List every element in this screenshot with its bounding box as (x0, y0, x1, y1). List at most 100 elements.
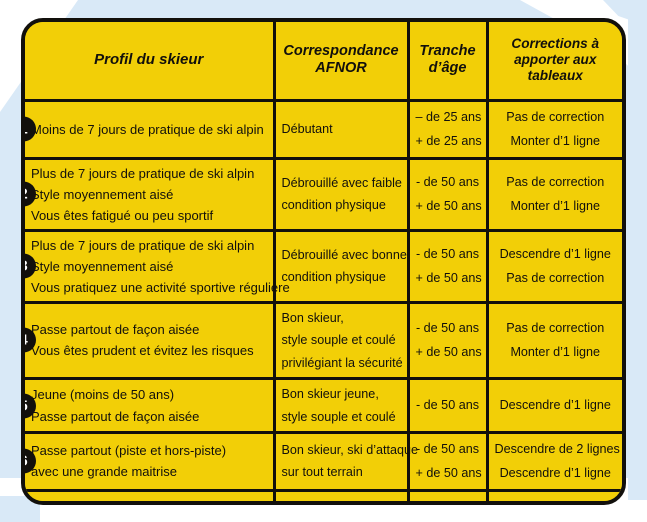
profil-line: Vous êtes fatigué ou peu sportif (31, 207, 214, 223)
profil-line: Vous pratiquez une activité sportive rég… (31, 279, 290, 295)
header-corrections: Corrections à apporter aux tableaux (487, 22, 622, 102)
tranche-line: + de 50 ans (415, 466, 482, 481)
tranche-line: + de 25 ans (415, 134, 482, 149)
profil-line: Plus de 7 jours de pratique de ski alpin (31, 165, 255, 181)
profil-line: Plus de 7 jours de pratique de ski alpin (31, 237, 255, 253)
table-row: 1Moins de 7 jours de pratique de ski alp… (25, 100, 622, 160)
afnor-line: style souple et coulé (281, 333, 396, 348)
tranche-line: + de 50 ans (415, 271, 482, 286)
cell-corrections: Descendre de 2 lignes Descendre d’1 ligne (487, 432, 622, 493)
header-profil: Profil du skieur (25, 22, 276, 102)
cell-corrections: Descendre d’1 ligne (487, 378, 622, 434)
profil-line: Passe partout de façon aisée (31, 322, 200, 338)
cell-profil: 7Excellent niveau, très à l’aise,éventue… (25, 490, 276, 502)
cell-tranche: - de 50 ans + de 50 ans (408, 158, 489, 232)
row-number-badge: 5 (25, 393, 36, 418)
tranche-line: – de 25 ans (415, 109, 482, 124)
corrections-line: Descendre de 2 lignes (494, 441, 620, 456)
table-header: Profil du skieur Correspondance AFNOR Tr… (25, 22, 622, 102)
afnor-line: Débrouillé avec bonne (281, 247, 407, 262)
afnor-line: condition physique (281, 198, 386, 213)
tranche-line: + de 50 ans (415, 199, 482, 214)
tranche-line: - de 50 ans (415, 246, 479, 261)
corrections-line: Monter d’1 ligne (510, 134, 601, 149)
corrections-line: Descendre d’1 ligne (499, 246, 611, 261)
table: Profil du skieur Correspondance AFNOR Tr… (25, 22, 622, 502)
cell-afnor: Bon skieur, style souple et coulé privilég… (274, 302, 410, 381)
cell-afnor: Très fort skieur,sur terrains engagés (274, 490, 410, 501)
row-number-badge: 2 (25, 181, 36, 207)
table-body: 1Moins de 7 jours de pratique de ski alp… (25, 100, 622, 502)
profil-text: Moins de 7 jours de pratique de ski alpi… (31, 119, 267, 140)
cell-afnor: Débrouillé avec bonne condition physique (274, 230, 410, 304)
row-number-badge: 4 (25, 327, 36, 353)
header-corrections-line-2: aux tableaux (527, 52, 597, 84)
cell-profil: 6Passe partout (piste et hors-piste) avec… (25, 432, 276, 493)
cell-tranche: - de 50 ans + de 50 ans (408, 302, 489, 381)
cell-profil: 5Jeune (moins de 50 ans) Passe partout de… (25, 378, 276, 434)
row-number-badge: 6 (25, 448, 36, 474)
header-afnor-line-1: Correspondance (283, 43, 399, 60)
bg-corner-bottom-left (0, 496, 40, 522)
cell-afnor: Débutant (274, 100, 410, 160)
corrections-line: Pas de correction (506, 271, 605, 286)
cell-profil: 1Moins de 7 jours de pratique de ski alp… (25, 100, 276, 160)
cell-profil: 2Plus de 7 jours de pratique de ski alpi… (25, 158, 276, 232)
profil-line: avec une grande maitrise (31, 464, 177, 480)
cell-tranche: - de 50 ans (408, 378, 489, 434)
corrections-line: Descendre de 3 lignes (495, 495, 620, 501)
afnor-line: Débutant (281, 121, 333, 136)
table-row: 6Passe partout (piste et hors-piste) avec… (25, 432, 622, 493)
row-number-badge: 1 (25, 116, 36, 142)
tranche-line: - de 50 ans (415, 441, 479, 456)
cell-afnor: Bon skieur, ski d’attaque sur tout terrai… (274, 432, 418, 493)
tranche-line: - de 50 ans (415, 398, 479, 413)
corrections-line: Pas de correction (506, 109, 605, 124)
corrections-line: Descendre d’1 ligne (499, 466, 611, 481)
corrections-line: Pas de correction (506, 320, 605, 335)
header-afnor-line-2: AFNOR (315, 60, 367, 77)
afnor-line: Bon skieur jeune, (281, 387, 379, 402)
afnor-line: style souple et coulé (281, 409, 396, 424)
profil-line: Style moyennement aisé (31, 186, 174, 202)
header-tranche-line-1: Tranche (419, 43, 476, 60)
cell-profil: 3Plus de 7 jours de pratique de ski alpi… (25, 230, 290, 304)
table-row: 4Passe partout de façon aisée Vous êtes p… (25, 302, 622, 381)
profil-line: Jeune (moins de 50 ans) (31, 387, 175, 403)
header-tranche: Tranche d’âge (408, 22, 489, 102)
header-tranche-line-2: d’âge (428, 60, 467, 77)
profil-text: Plus de 7 jours de pratique de ski alpin… (31, 163, 267, 226)
profil-line: Passe partout de façon aisée (31, 408, 200, 424)
header-profil-line-1: Profil du skieur (94, 51, 204, 69)
afnor-line: sur tout terrain (281, 465, 363, 480)
cell-afnor: Débrouillé avec faible condition physique (274, 158, 410, 232)
profil-line: Passe partout (piste et hors-piste) (31, 443, 227, 459)
tranche-line: + de 50 ans (415, 345, 482, 360)
afnor-line: Débrouillé avec faible (281, 175, 402, 190)
cell-corrections: Descendre d’1 ligne Pas de correction (487, 230, 622, 304)
cell-tranche: - de 50 ans + de 50 ans (408, 432, 489, 493)
tranche-line: - de 50 ans (415, 174, 479, 189)
profil-line: Vous êtes prudent et évitez les risques (31, 343, 254, 359)
profil-line: Style moyennement aisé (31, 258, 174, 274)
corrections-line: Monter d’1 ligne (510, 345, 601, 360)
tranche-line: - de 50 ans (415, 320, 479, 335)
corrections-line: Pas de correction (506, 174, 605, 189)
table-row: 7Excellent niveau, très à l’aise,éventue… (25, 490, 622, 502)
table-row: 5Jeune (moins de 50 ans) Passe partout de… (25, 378, 622, 434)
profil-text: Excellent niveau, très à l’aise,éventuel… (31, 499, 267, 502)
afnor-line: Bon skieur, (281, 310, 344, 325)
cell-corrections: Pas de correction Monter d’1 ligne (487, 302, 622, 381)
table-row: 3Plus de 7 jours de pratique de ski alpi… (25, 230, 622, 304)
afnor-line: condition physique (281, 270, 386, 285)
ski-profile-table: Profil du skieur Correspondance AFNOR Tr… (21, 18, 626, 505)
cell-corrections: Pas de correction Monter d’1 ligne (487, 158, 622, 232)
cell-afnor: Bon skieur jeune, style souple et coulé (274, 378, 410, 434)
afnor-line: Très fort skieur, (282, 497, 401, 501)
profil-line: Moins de 7 jours de pratique de ski alpi… (31, 121, 264, 137)
header-corrections-line-1: Corrections à apporter (511, 36, 600, 68)
table-row: 2Plus de 7 jours de pratique de ski alpi… (25, 158, 622, 232)
header-afnor: Correspondance AFNOR (274, 22, 410, 102)
cell-tranche: – de 25 ans + de 25 ans (408, 100, 489, 160)
